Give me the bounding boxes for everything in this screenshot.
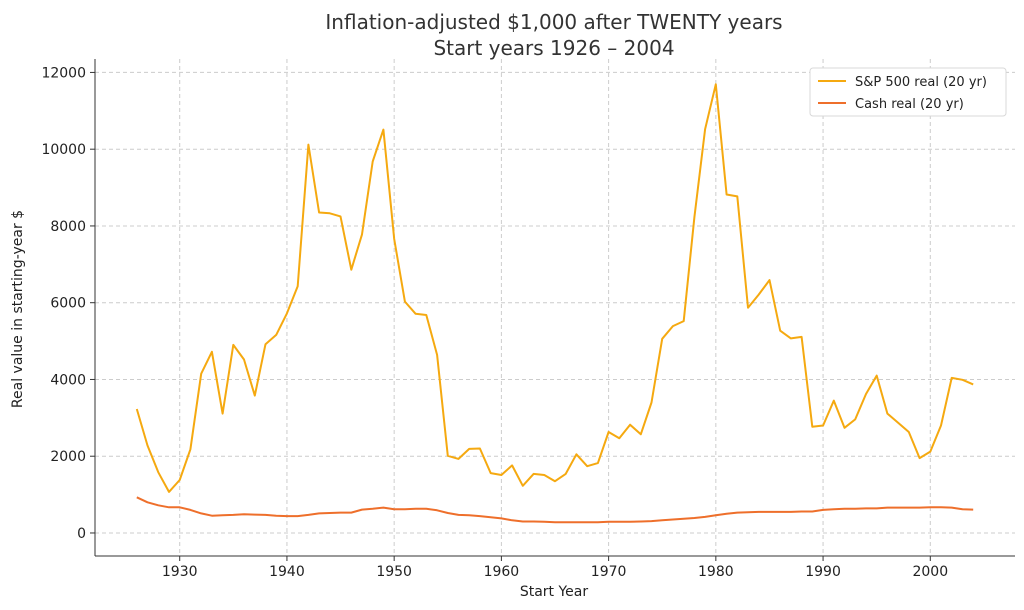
axes — [90, 59, 1015, 561]
series-line-0 — [135, 83, 974, 493]
tick-labels: 1930 1940 1950 1960 1970 1980 1990 2000 0 2000 400… — [41, 65, 948, 580]
y-tick-label: 10000 — [41, 142, 86, 158]
y-tick-label: 4000 — [50, 372, 86, 388]
x-tick-label: 1960 — [484, 564, 520, 580]
legend: S&P 500 real (20 yr) Cash real (20 yr) — [809, 67, 1007, 117]
x-tick-label: 1950 — [376, 564, 412, 580]
x-tick-label: 1990 — [805, 564, 841, 580]
x-axis-label: Start Year — [520, 584, 589, 600]
y-tick-label: 2000 — [50, 449, 86, 465]
legend-label-cash: Cash real (20 yr) — [855, 97, 964, 112]
x-tick-label: 1940 — [269, 564, 305, 580]
x-tick-label: 1980 — [698, 564, 734, 580]
series-lines — [135, 83, 974, 524]
grid — [95, 59, 1015, 556]
chart-title: Inflation-adjusted $1,000 after TWENTY y… — [325, 10, 782, 34]
y-tick-label: 6000 — [50, 296, 86, 312]
chart-subtitle: Start years 1926 – 2004 — [433, 36, 674, 60]
y-tick-label: 12000 — [41, 65, 86, 81]
y-tick-label: 0 — [77, 526, 86, 542]
x-tick-label: 1930 — [162, 564, 198, 580]
x-tick-label: 2000 — [912, 564, 948, 580]
y-axis-label: Real value in starting-year $ — [10, 210, 26, 408]
y-tick-label: 8000 — [50, 219, 86, 235]
legend-box — [809, 67, 1007, 117]
x-tick-label: 1970 — [591, 564, 627, 580]
legend-label-sp500: S&P 500 real (20 yr) — [855, 75, 987, 90]
series-line-1 — [136, 496, 974, 524]
